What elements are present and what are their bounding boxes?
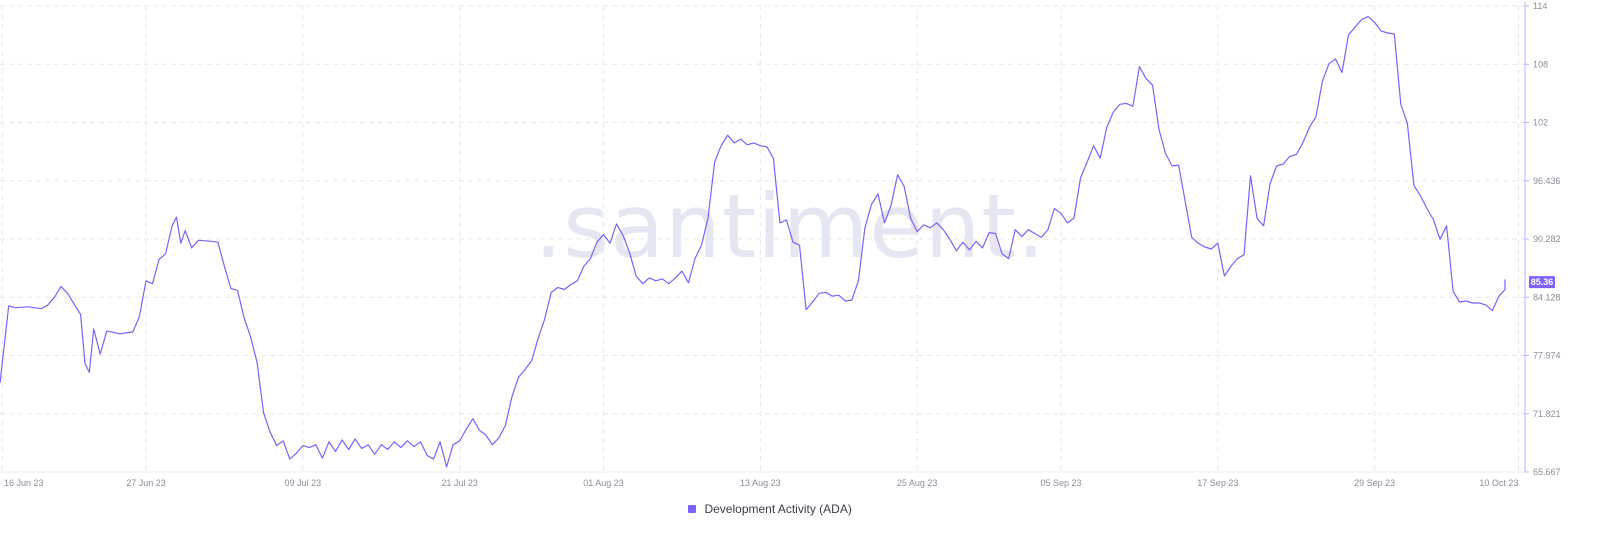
santiment-watermark: .santiment. <box>534 175 1046 278</box>
y-tick-label: 96.436 <box>1533 176 1561 186</box>
x-tick-label: 25 Aug 23 <box>897 478 938 488</box>
x-tick-label: 01 Aug 23 <box>583 478 624 488</box>
y-tick-label: 108 <box>1533 59 1548 69</box>
x-axis-ticks: 16 Jun 23 27 Jun 23 09 Jul 23 21 Jul 23 01 A… <box>4 478 1518 488</box>
x-tick-label: 16 Jun 23 <box>4 478 44 488</box>
x-tick-label: 29 Sep 23 <box>1354 478 1395 488</box>
y-tick-label: 102 <box>1533 118 1548 128</box>
x-tick-label: 13 Aug 23 <box>740 478 781 488</box>
y-tick-label: 90.282 <box>1533 234 1561 244</box>
y-tick-label: 77.974 <box>1533 351 1561 361</box>
x-tick-label: 17 Sep 23 <box>1197 478 1238 488</box>
x-tick-label: 09 Jul 23 <box>285 478 322 488</box>
series-line-development-activity <box>0 16 1506 468</box>
last-value-badge-text: 85.36 <box>1531 277 1554 287</box>
axes <box>0 2 1526 473</box>
x-tick-label: 05 Sep 23 <box>1040 478 1081 488</box>
legend-swatch <box>688 505 697 513</box>
y-tick-label: 114 <box>1533 1 1547 11</box>
x-tick-label: 10 Oct 23 <box>1479 478 1518 488</box>
y-tick-label: 71.821 <box>1533 409 1561 419</box>
legend-label: Development Activity (ADA) <box>704 502 852 516</box>
x-tick-label: 27 Jun 23 <box>126 478 166 488</box>
last-value-badge-bg <box>1529 276 1555 289</box>
y-tick-label: 65.667 <box>1533 467 1561 477</box>
y-axis-ticks: 114 108 102 96.436 90.282 84.128 77.974 71.821 6… <box>1525 1 1561 477</box>
chart-legend[interactable]: Development Activity (ADA) <box>0 502 1540 516</box>
x-tick-label: 21 Jul 23 <box>441 478 478 488</box>
y-tick-label: 84.128 <box>1533 292 1561 302</box>
last-value-badge: 85.36 <box>1529 276 1555 289</box>
